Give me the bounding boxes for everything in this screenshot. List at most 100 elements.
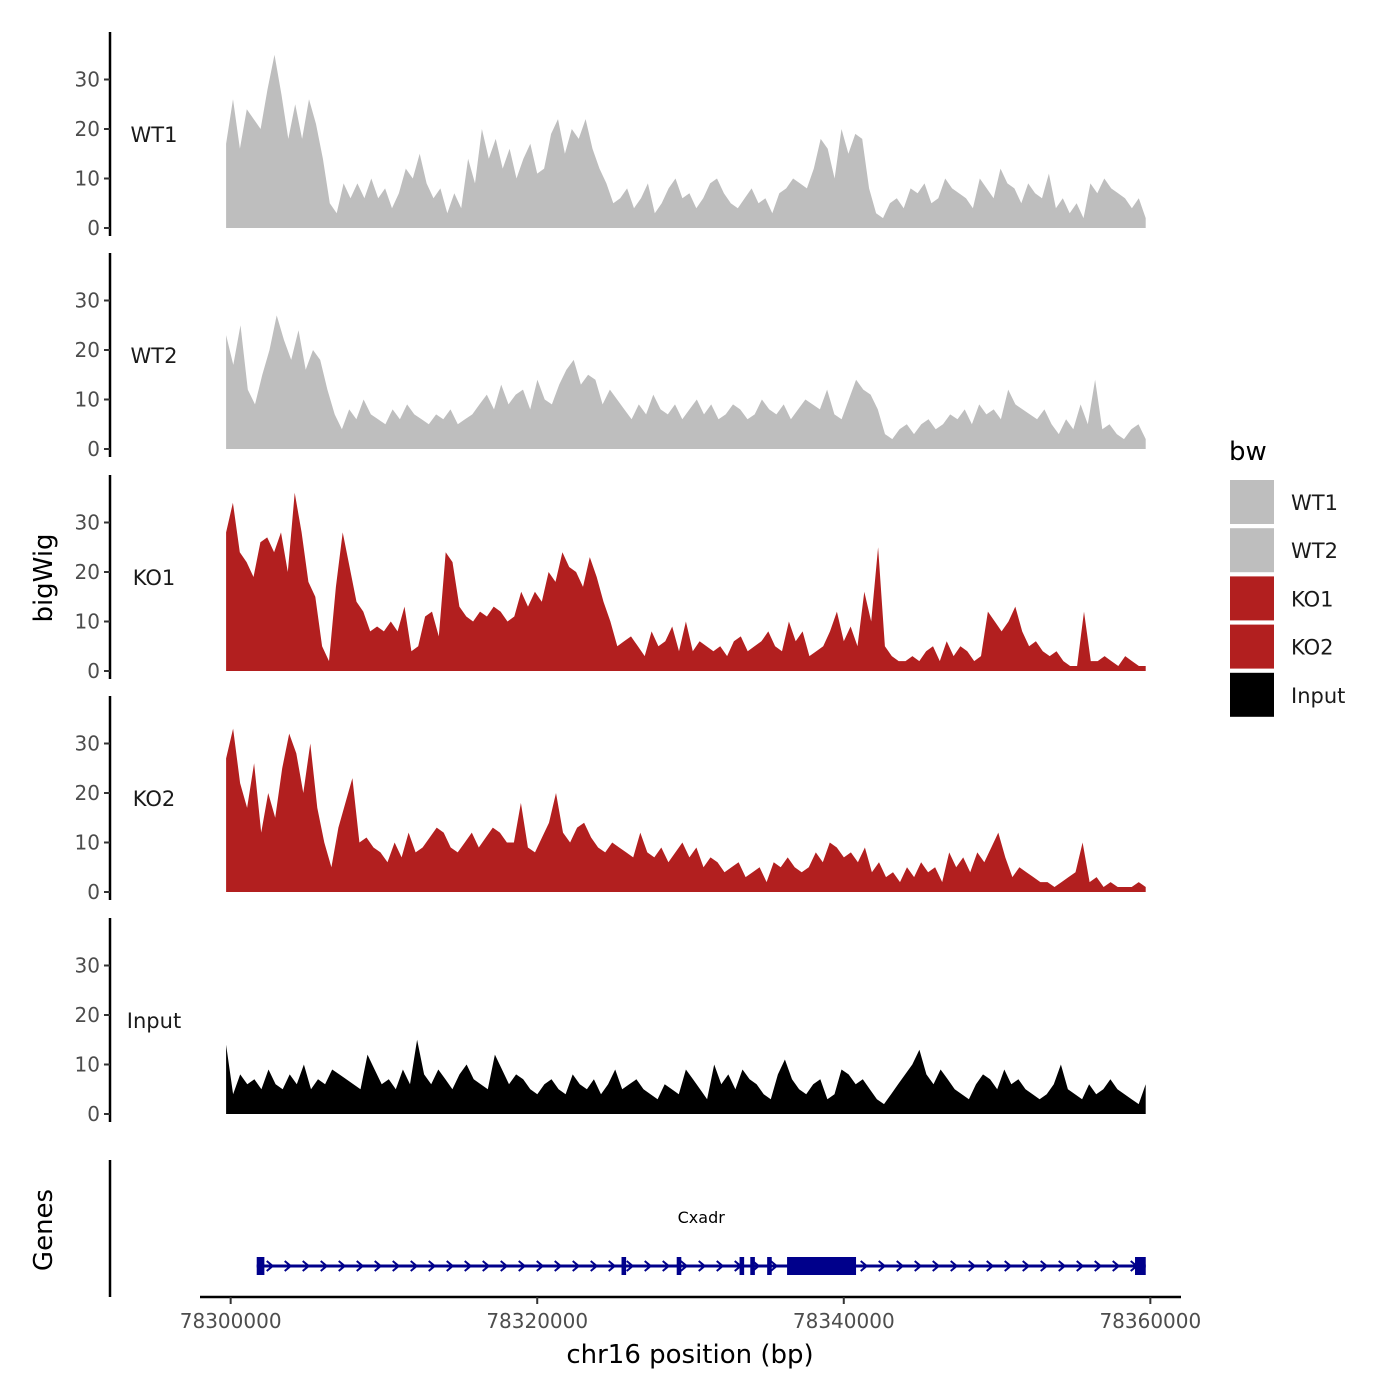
track-input: 0 10 20 30 Input xyxy=(75,918,1146,1126)
legend-entry-ko1: KO1 xyxy=(1230,576,1334,621)
y-tick-label: 0 xyxy=(87,659,100,683)
gene-cxadr: Cxadr xyxy=(256,1208,1146,1275)
strand-arrow xyxy=(410,1260,419,1272)
legend-label: KO2 xyxy=(1291,636,1334,660)
y-tick-label: 30 xyxy=(75,289,100,313)
strand-arrow xyxy=(644,1260,653,1272)
strand-arrow xyxy=(932,1260,941,1272)
y-tick-label: 30 xyxy=(75,732,100,756)
gene-exon xyxy=(621,1257,627,1275)
gene-exon xyxy=(256,1257,265,1275)
coverage-area-wt1 xyxy=(226,54,1146,228)
y-tick-label: 0 xyxy=(87,1102,100,1126)
legend-swatch xyxy=(1230,576,1274,621)
strand-arrow xyxy=(662,1260,671,1272)
y-tick-label: 10 xyxy=(75,831,100,855)
y-tick-label: 10 xyxy=(75,388,100,412)
strand-arrow xyxy=(914,1260,923,1272)
strand-arrow xyxy=(392,1260,401,1272)
genes-track: Cxadr xyxy=(108,1160,1146,1297)
strand-arrow xyxy=(986,1260,995,1272)
gene-exon xyxy=(739,1257,745,1275)
track-label: WT1 xyxy=(131,123,178,147)
strand-arrow xyxy=(266,1260,275,1272)
strand-arrow xyxy=(590,1260,599,1272)
legend: bw WT1 WT2 KO1 KO2 Input xyxy=(1229,437,1345,717)
strand-arrow xyxy=(302,1260,311,1272)
strand-arrow xyxy=(1004,1260,1013,1272)
strand-arrow xyxy=(698,1260,707,1272)
legend-swatch xyxy=(1230,480,1274,524)
legend-label: WT2 xyxy=(1291,539,1338,563)
gene-name-label: Cxadr xyxy=(678,1208,726,1227)
strand-arrow xyxy=(608,1260,617,1272)
track-ko2: 0 10 20 30 KO2 xyxy=(75,696,1146,904)
x-tick-label: 78360000 xyxy=(1099,1309,1201,1333)
strand-arrow xyxy=(446,1260,455,1272)
track-label: KO2 xyxy=(133,787,176,811)
gene-exon xyxy=(750,1257,755,1275)
strand-arrow xyxy=(860,1260,869,1272)
coverage-area-ko1 xyxy=(226,492,1146,671)
y-tick-label: 0 xyxy=(87,216,100,240)
x-axis-title: chr16 position (bp) xyxy=(566,1340,813,1370)
strand-arrow xyxy=(518,1260,527,1272)
y-tick-label: 0 xyxy=(87,437,100,461)
track-wt1: 0 10 20 30 WT1 xyxy=(75,32,1146,240)
track-wt2: 0 10 20 30 WT2 xyxy=(75,253,1146,461)
strand-arrow xyxy=(1076,1260,1085,1272)
strand-arrow xyxy=(770,1260,779,1272)
track-ko1: 0 10 20 30 KO1 xyxy=(75,475,1146,683)
legend-swatch xyxy=(1230,528,1274,573)
y-tick-label: 30 xyxy=(75,68,100,92)
legend-label: KO1 xyxy=(1291,587,1334,611)
gene-exon xyxy=(767,1257,772,1275)
strand-arrow xyxy=(626,1260,635,1272)
strand-arrow xyxy=(374,1260,383,1272)
track-label: KO1 xyxy=(133,566,176,590)
strand-arrow xyxy=(896,1260,905,1272)
strand-arrow xyxy=(428,1260,437,1272)
legend-entry-wt2: WT2 xyxy=(1230,528,1338,573)
strand-arrow xyxy=(716,1260,725,1272)
coverage-area-ko2 xyxy=(226,728,1146,892)
legend-entry-wt1: WT1 xyxy=(1230,480,1338,524)
y-tick-label: 20 xyxy=(75,781,100,805)
legend-swatch xyxy=(1230,624,1274,669)
legend-entry-input: Input xyxy=(1230,672,1345,717)
strand-arrow xyxy=(482,1260,491,1272)
y-tick-label: 20 xyxy=(75,560,100,584)
strand-arrow xyxy=(1022,1260,1031,1272)
y-tick-label: 20 xyxy=(75,338,100,362)
legend-label: Input xyxy=(1291,684,1345,708)
strand-arrow xyxy=(356,1260,365,1272)
strand-arrow xyxy=(1058,1260,1067,1272)
bigwig-tracks: 0 10 20 30 WT1 0 10 20 30 WT2 0 10 20 30 KO1 0 10 20 30 KO2… xyxy=(75,32,1146,1126)
legend-label: WT1 xyxy=(1291,491,1338,515)
track-label: Input xyxy=(127,1009,181,1033)
y-tick-label: 0 xyxy=(87,880,100,904)
strand-arrow xyxy=(338,1260,347,1272)
strand-arrow xyxy=(554,1260,563,1272)
legend-swatch xyxy=(1230,672,1274,717)
strand-arrow xyxy=(500,1260,509,1272)
strand-arrow xyxy=(572,1260,581,1272)
coverage-area-input xyxy=(226,1039,1146,1114)
coverage-area-wt2 xyxy=(226,315,1146,449)
y-tick-label: 20 xyxy=(75,117,100,141)
y-tick-label: 20 xyxy=(75,1003,100,1027)
y-tick-label: 10 xyxy=(75,167,100,191)
strand-arrow xyxy=(968,1260,977,1272)
strand-arrow xyxy=(1040,1260,1049,1272)
strand-arrow xyxy=(1094,1260,1103,1272)
strand-arrow xyxy=(284,1260,293,1272)
legend-title: bw xyxy=(1229,437,1267,467)
genes-axis-title: Genes xyxy=(29,1189,59,1271)
strand-arrow xyxy=(1112,1260,1121,1272)
strand-arrow xyxy=(536,1260,545,1272)
track-label: WT2 xyxy=(131,344,178,368)
x-tick-label: 78320000 xyxy=(486,1309,588,1333)
strand-arrow xyxy=(464,1260,473,1272)
x-tick-label: 78340000 xyxy=(793,1309,895,1333)
